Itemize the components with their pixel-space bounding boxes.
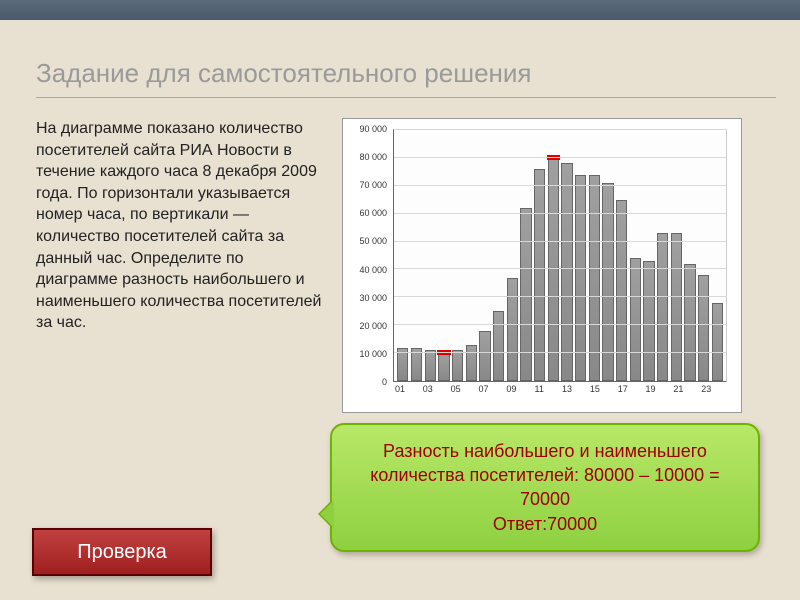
- plot-area: [393, 129, 727, 382]
- bar: [712, 303, 723, 381]
- y-tick-label: 0: [382, 377, 387, 387]
- x-tick-label: 01: [393, 384, 407, 402]
- x-tick-label: 03: [421, 384, 435, 402]
- bar: [698, 275, 709, 381]
- x-tick-label: 07: [477, 384, 491, 402]
- x-tick-label: 17: [616, 384, 630, 402]
- bar: [438, 353, 449, 381]
- gridline: [394, 213, 726, 214]
- x-tick-label: 05: [449, 384, 463, 402]
- x-tick-label: 11: [532, 384, 546, 402]
- y-tick-label: 80 000: [359, 152, 387, 162]
- gridline: [394, 157, 726, 158]
- gridline: [394, 352, 726, 353]
- gridline: [394, 185, 726, 186]
- bar: [493, 311, 504, 381]
- chart-inner: 0 10 000 20 000 30 000 40 000 50 000 60 000 70 …: [349, 127, 733, 404]
- y-tick-label: 10 000: [359, 349, 387, 359]
- x-tick-label: 23: [699, 384, 713, 402]
- y-tick-label: 60 000: [359, 208, 387, 218]
- y-tick-label: 50 000: [359, 236, 387, 246]
- bar: [630, 258, 641, 381]
- x-tick-label: 19: [644, 384, 658, 402]
- bar: [534, 169, 545, 381]
- bar: [479, 331, 490, 381]
- x-tick-label: 21: [671, 384, 685, 402]
- gridline: [394, 129, 726, 130]
- bar: [466, 345, 477, 381]
- bar: [616, 200, 627, 381]
- gridline: [394, 268, 726, 269]
- chart-container: 0 10 000 20 000 30 000 40 000 50 000 60 000 70 …: [342, 118, 742, 413]
- x-tick-label: 15: [588, 384, 602, 402]
- y-tick-label: 70 000: [359, 180, 387, 190]
- page-title: Задание для самостоятельного решения: [36, 58, 776, 89]
- gridline: [394, 324, 726, 325]
- gridline: [394, 296, 726, 297]
- y-tick-label: 20 000: [359, 321, 387, 331]
- y-tick-label: 90 000: [359, 124, 387, 134]
- bar: [425, 350, 436, 381]
- y-axis-labels: 010 00020 00030 00040 00050 00060 00070 …: [349, 129, 391, 382]
- bar: [671, 233, 682, 381]
- gridline: [394, 241, 726, 242]
- y-tick-label: 40 000: [359, 265, 387, 275]
- x-axis-labels: 0102030405060708091011121314151617181920…: [393, 384, 727, 402]
- x-tick-label: 13: [560, 384, 574, 402]
- title-block: Задание для самостоятельного решения: [36, 58, 776, 98]
- bar: [657, 233, 668, 381]
- bar: [643, 261, 654, 381]
- bar: [575, 175, 586, 381]
- task-description: На диаграмме показано количество посетит…: [36, 118, 326, 413]
- bar: [589, 175, 600, 381]
- bars-group: [394, 130, 726, 381]
- bar: [684, 264, 695, 381]
- bar: [520, 208, 531, 381]
- callout-line2: Ответ:70000: [350, 512, 740, 536]
- bar: [452, 350, 463, 381]
- check-button[interactable]: Проверка: [32, 528, 212, 576]
- x-tick-label: 09: [504, 384, 518, 402]
- bar: [561, 163, 572, 381]
- y-tick-label: 30 000: [359, 293, 387, 303]
- answer-callout: Разность наибольшего и наименьшего колич…: [330, 423, 760, 552]
- bar: [507, 278, 518, 381]
- top-bar: [0, 0, 800, 20]
- check-button-label: Проверка: [77, 541, 167, 564]
- callout-line1: Разность наибольшего и наименьшего колич…: [350, 439, 740, 512]
- content-row: На диаграмме показано количество посетит…: [0, 118, 800, 413]
